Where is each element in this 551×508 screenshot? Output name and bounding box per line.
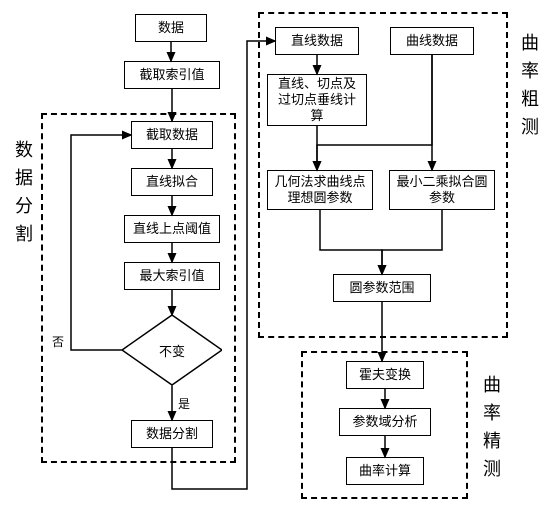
flow-node: 霍夫变换 (346, 361, 424, 389)
flowchart-canvas: 数据分割曲率粗测曲率精测数据截取索引值截取数据直线拟合直线上点阈值最大索引值数据… (0, 0, 551, 508)
group-label: 曲率精测 (478, 375, 504, 487)
flow-node: 参数域分析 (339, 408, 431, 436)
flow-node: 直线拟合 (131, 168, 213, 196)
group-label: 数据分割 (10, 140, 36, 252)
edge-label: 是 (178, 395, 190, 412)
flow-node: 曲率计算 (346, 457, 424, 485)
flow-node: 截取数据 (131, 121, 213, 149)
edge-label: 否 (52, 333, 64, 350)
flow-node: 最大索引值 (124, 262, 220, 290)
decision-label: 不变 (122, 315, 222, 385)
flow-node: 直线、切点及过切点垂线计算 (267, 74, 367, 126)
flow-node: 数据分割 (131, 420, 213, 448)
flow-node: 最小二乘拟合圆参数 (389, 170, 495, 210)
group-label: 曲率粗测 (516, 33, 542, 145)
flow-node: 直线上点阈值 (124, 215, 220, 243)
flow-node: 几何法求曲线点理想圆参数 (267, 170, 373, 210)
flow-node: 截取索引值 (124, 61, 220, 89)
flow-node: 圆参数范围 (333, 274, 431, 302)
flow-node: 直线数据 (275, 27, 359, 55)
decision-node: 不变 (122, 315, 222, 385)
flow-node: 曲线数据 (390, 27, 474, 55)
flow-node: 数据 (135, 14, 207, 42)
